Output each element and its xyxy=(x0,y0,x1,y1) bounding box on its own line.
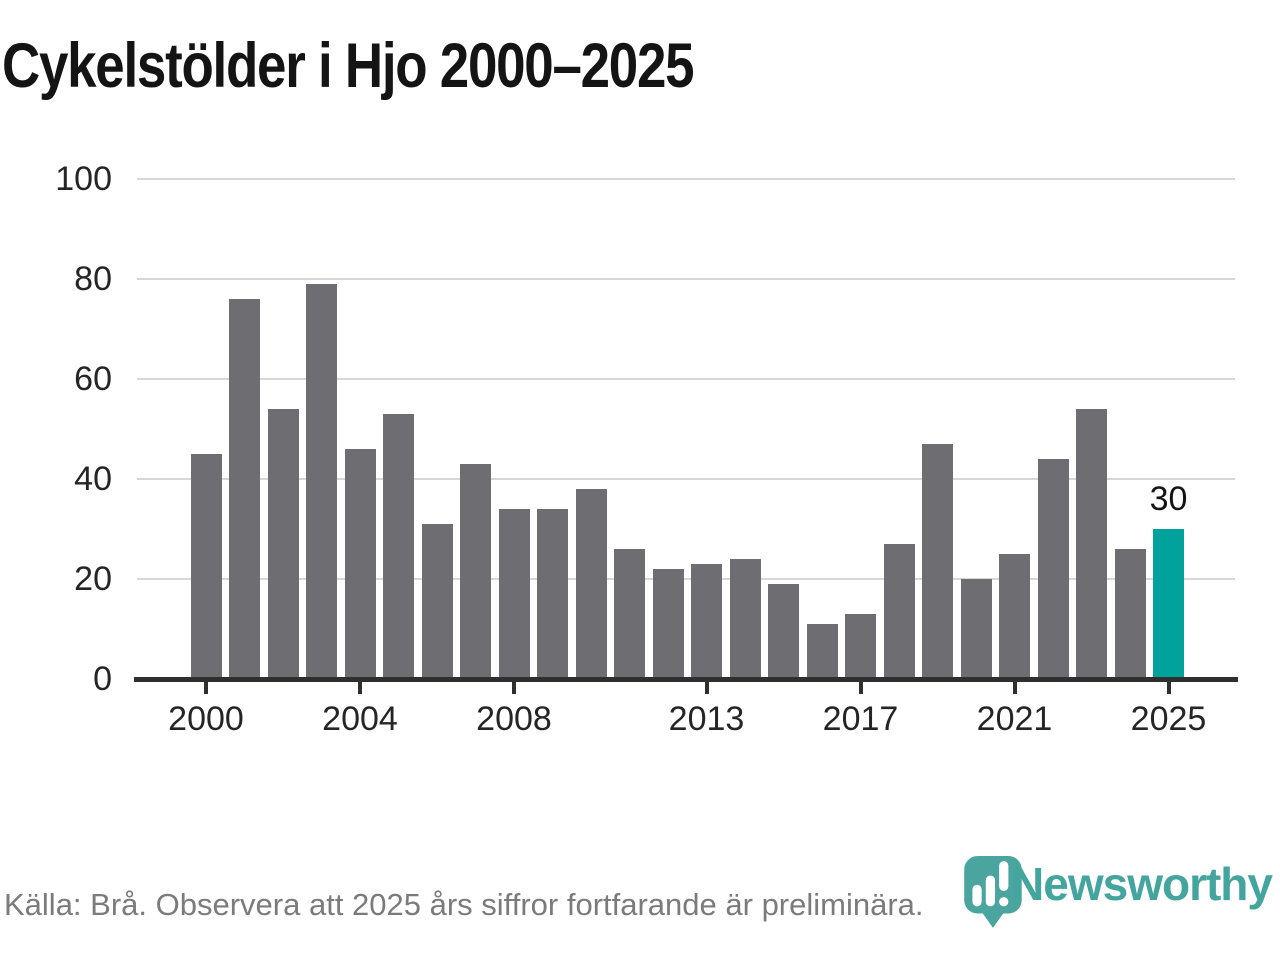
bar-2023 xyxy=(1076,409,1107,679)
x-axis-line xyxy=(134,677,1238,682)
bar-2020 xyxy=(960,579,992,679)
bar-2003 xyxy=(306,284,337,679)
x-tick-label-2025: 2025 xyxy=(1130,700,1207,738)
x-tick-2000 xyxy=(204,681,208,694)
bar-2018 xyxy=(883,544,915,679)
bar-2002 xyxy=(267,409,299,679)
bar-2024 xyxy=(1114,549,1146,679)
bar-2009 xyxy=(537,509,568,679)
bar-2017 xyxy=(845,614,876,679)
bar-2012 xyxy=(652,569,684,679)
x-tick-2025 xyxy=(1166,681,1171,694)
newsworthy-logo-text: Newsworthy xyxy=(1011,858,1273,910)
gridline-20 xyxy=(137,578,1235,580)
y-tick-label-20: 20 xyxy=(74,560,112,598)
x-tick-2021 xyxy=(1012,681,1017,694)
bar-2011 xyxy=(614,549,645,679)
gridline-60 xyxy=(137,378,1235,380)
bar-2025 xyxy=(1153,529,1184,679)
bar-2006 xyxy=(421,524,453,679)
x-tick-2008 xyxy=(512,681,516,694)
x-tick-2017 xyxy=(858,681,863,694)
bar-2021 xyxy=(999,554,1030,679)
bar-2004 xyxy=(344,449,376,679)
bar-2007 xyxy=(460,464,491,679)
gridline-80 xyxy=(137,278,1235,280)
y-tick-label-80: 80 xyxy=(74,260,112,298)
x-tick-label-2013: 2013 xyxy=(668,700,745,738)
bar-2016 xyxy=(806,624,838,679)
gridline-100 xyxy=(137,178,1235,180)
bar-2008 xyxy=(498,509,530,679)
x-tick-label-2004: 2004 xyxy=(322,700,398,738)
y-tick-label-0: 0 xyxy=(93,660,112,698)
bar-2015 xyxy=(768,584,799,679)
bar-chart-plot-area: 30 xyxy=(134,178,1238,682)
newsworthy-bubble-barchart-icon xyxy=(964,856,1022,928)
y-tick-label-60: 60 xyxy=(74,360,112,398)
bar-2010 xyxy=(575,489,607,679)
source-note: Källa: Brå. Observera att 2025 års siffr… xyxy=(4,887,924,922)
bar-2005 xyxy=(383,414,414,679)
y-tick-label-100: 100 xyxy=(55,160,112,198)
y-tick-label-40: 40 xyxy=(74,460,112,498)
x-tick-label-2000: 2000 xyxy=(168,700,244,738)
x-tick-2004 xyxy=(358,681,362,694)
gridline-40 xyxy=(137,478,1235,480)
bar-2000 xyxy=(190,454,222,679)
bar-2001 xyxy=(229,299,260,679)
x-tick-label-2017: 2017 xyxy=(822,700,899,738)
bar-2013 xyxy=(691,564,722,679)
x-tick-label-2008: 2008 xyxy=(476,700,552,738)
highlight-value-label: 30 xyxy=(1149,480,1188,518)
bar-2014 xyxy=(729,559,761,679)
bar-2019 xyxy=(922,444,953,679)
chart-title: Cykelstölder i Hjo 2000–2025 xyxy=(2,31,695,101)
x-tick-2013 xyxy=(704,681,709,694)
x-tick-label-2021: 2021 xyxy=(976,700,1053,738)
bar-2022 xyxy=(1037,459,1069,679)
